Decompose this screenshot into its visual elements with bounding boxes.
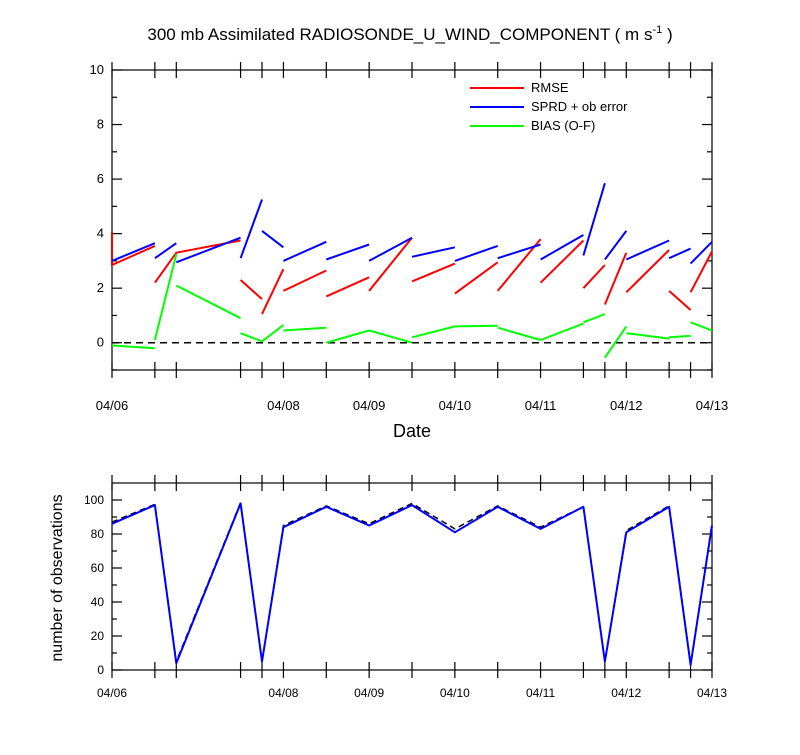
chart-title-end: ): [662, 25, 672, 44]
series-sprd-ob-error-segment: [239, 199, 263, 259]
series-bias-o-f-segment: [583, 313, 606, 324]
bottom-xtick-label: 04/06: [97, 686, 127, 700]
series-observations-used-line: [111, 502, 713, 666]
series-rmse-segment: [411, 262, 456, 283]
series-rmse-segment: [368, 237, 413, 292]
top-plot-area: 0 2 4 6 8 10 04/06 04/08 04/09 04/10 04/11 04/12 04/…: [90, 62, 729, 413]
top-plot-frame: [111, 69, 713, 371]
bottom-ytick-label: 0: [97, 663, 104, 677]
bottom-ytick-label: 80: [91, 527, 105, 541]
series-sprd-ob-error-segment: [668, 247, 692, 260]
series-rmse-segment: [454, 261, 499, 295]
series-rmse-segment: [239, 279, 263, 300]
series-rmse-segment: [582, 264, 606, 289]
top-xtick-label: 04/06: [96, 398, 129, 413]
bottom-axis-ticks: 0 20 40 60 80 100 04/06 04/08 04/09 04/10 04/11 04/…: [84, 475, 727, 700]
series-bias-o-f-segment: [368, 329, 413, 344]
series-sprd-ob-error-segment: [604, 230, 628, 261]
series-sprd-ob-error-segment: [368, 236, 413, 262]
series-observations-possible-line: [111, 501, 713, 665]
legend-label-sprd: SPRD + ob error: [531, 99, 628, 114]
series-bias-o-f-segment: [411, 325, 456, 339]
bottom-ytick-label: 60: [91, 561, 105, 575]
bottom-ytick-label: 100: [84, 493, 104, 507]
bottom-xtick-label: 04/11: [526, 686, 555, 700]
top-xtick-label: 04/12: [610, 398, 643, 413]
chart-title-main: 300 mb Assimilated RADIOSONDE_U_WIND_COM…: [147, 25, 652, 44]
series-bias-o-f-segment: [626, 332, 670, 340]
chart-title-superscript: -1: [652, 24, 662, 36]
series-sprd-ob-error-segment: [154, 242, 177, 260]
series-rmse-segment: [625, 249, 670, 294]
top-ytick-label: 6: [97, 171, 104, 186]
series-sprd-ob-error-segment: [689, 241, 713, 265]
bottom-xtick-label: 04/08: [268, 686, 298, 700]
series-sprd-ob-error-segment: [625, 239, 670, 261]
top-xtick-label: 04/09: [353, 398, 386, 413]
top-xtick-label: 04/11: [525, 398, 557, 413]
top-ytick-label: 10: [90, 62, 104, 77]
series-sprd-ob-error-segment: [111, 242, 156, 262]
legend: RMSE SPRD + ob error BIAS (O-F): [470, 80, 628, 133]
bottom-ytick-label: 40: [91, 595, 105, 609]
series-rmse-segment: [154, 239, 241, 284]
x-axis-title: Date: [393, 421, 431, 441]
series-bias-o-f-segment: [111, 344, 155, 350]
series-sprd-ob-error-segment: [497, 243, 541, 260]
series-sprd-ob-error-segment: [261, 230, 285, 249]
series-rmse-segment: [539, 239, 585, 284]
series-sprd-ob-error-segment: [175, 236, 241, 264]
bottom-xtick-label: 04/09: [354, 686, 384, 700]
series-bias-o-f-segment: [540, 322, 584, 341]
series-bias-o-f-segment: [604, 325, 628, 359]
series-bias-o-f-segment: [283, 326, 327, 332]
top-ytick-label: 4: [97, 226, 104, 241]
series-rmse-segment: [668, 290, 692, 311]
top-series-lines: [111, 182, 713, 359]
legend-label-rmse: RMSE: [531, 80, 569, 95]
bottom-plot-area: 0 20 40 60 80 100 04/06 04/08 04/09 04/10 04/11 04/…: [84, 475, 727, 700]
series-sprd-ob-error-segment: [454, 244, 499, 262]
series-rmse-segment: [689, 250, 713, 293]
series-rmse-segment: [603, 252, 628, 305]
bottom-xtick-label: 04/13: [697, 686, 727, 700]
series-bias-o-f-segment: [153, 253, 178, 341]
series-bias-o-f-segment: [454, 324, 498, 328]
series-bias-o-f-segment: [326, 329, 370, 344]
series-bias-o-f-segment: [175, 284, 242, 320]
series-sprd-ob-error-segment: [411, 246, 456, 258]
series-sprd-ob-error-segment: [582, 182, 606, 256]
series-sprd-ob-error-segment: [282, 240, 327, 262]
series-rmse-segment: [261, 268, 285, 315]
series-bias-o-f-segment: [497, 326, 541, 341]
series-bias-o-f-segment: [690, 321, 713, 332]
y-axis-title-observations: number of observations: [49, 494, 66, 661]
top-xtick-label: 04/10: [439, 398, 472, 413]
top-axis-ticks: 0 2 4 6 8 10 04/06 04/08 04/09 04/10 04/11 04/12 04/…: [90, 62, 729, 413]
series-rmse-segment: [111, 232, 156, 266]
top-xtick-label: 04/13: [696, 398, 729, 413]
top-ytick-label: 0: [97, 335, 104, 350]
series-bias-o-f-segment: [669, 334, 691, 339]
bottom-xtick-label: 04/10: [440, 686, 470, 700]
series-sprd-ob-error-segment: [325, 243, 370, 261]
bottom-xtick-label: 04/12: [611, 686, 641, 700]
series-bias-o-f-segment: [240, 332, 263, 343]
chart-title: 300 mb Assimilated RADIOSONDE_U_WIND_COM…: [147, 24, 672, 44]
top-ytick-label: 2: [97, 280, 104, 295]
series-rmse-segment: [325, 276, 370, 298]
bottom-series-lines: [111, 501, 713, 666]
series-rmse-segment: [282, 269, 327, 292]
bottom-plot-frame: [111, 482, 713, 671]
top-ytick-label: 8: [97, 117, 104, 132]
series-bias-o-f-segment: [261, 324, 285, 343]
legend-label-bias: BIAS (O-F): [531, 118, 595, 133]
series-sprd-ob-error-segment: [540, 234, 584, 261]
bottom-ytick-label: 20: [91, 629, 105, 643]
top-xtick-label: 04/08: [267, 398, 300, 413]
